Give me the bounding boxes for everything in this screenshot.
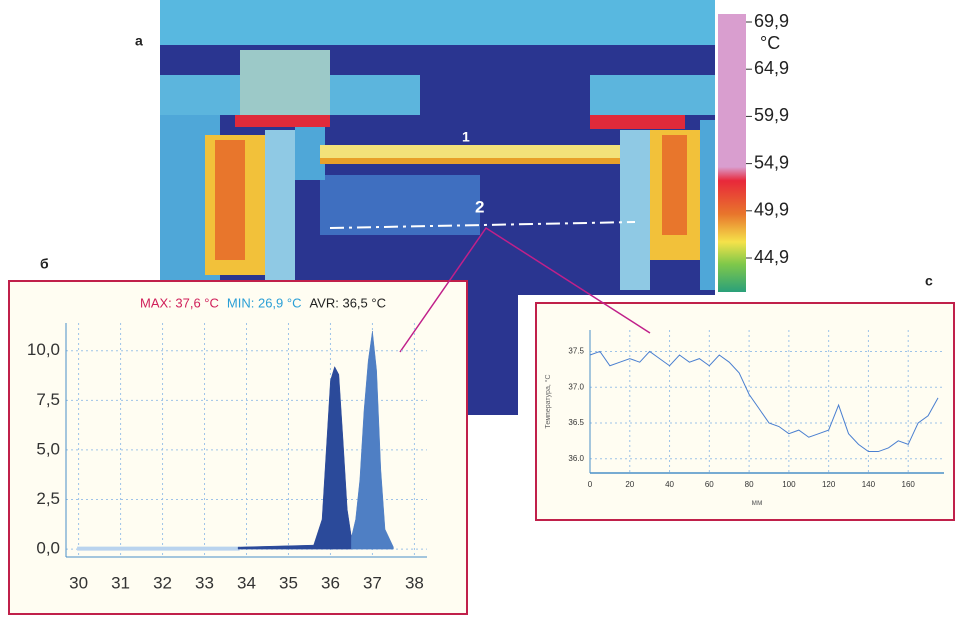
panel-label: а [135,33,143,49]
x-tick-label: 32 [153,573,172,592]
x-tick-label: 120 [822,480,836,489]
x-tick-label: 20 [625,480,634,489]
colorbar-label: 64,9 [754,58,789,78]
x-tick-label: 31 [111,573,130,592]
x-tick-label: 160 [902,480,916,489]
y-tick-label: 7,5 [36,390,60,409]
x-tick-label: 34 [237,573,256,592]
colorbar-label: 54,9 [754,152,789,172]
y-tick-label: 36.5 [568,418,584,427]
colorbar-label: 69,9 [754,11,789,31]
line [589,350,939,453]
unit: °C [760,33,780,53]
x-tick-label: 40 [665,480,674,489]
x-tick-label: 38 [405,573,424,592]
panel-label: б [40,256,49,272]
stat-label: AVR: 36,5 °C [309,295,386,310]
x-tick-label: 100 [782,480,796,489]
y-axis-label: Температура, °С [544,374,552,428]
y-tick-label: 0,0 [36,539,60,558]
y-tick-label: 5,0 [36,439,60,458]
colorbar-label: 44,9 [754,247,789,267]
y-tick-label: 37.0 [568,382,584,391]
stat-label: MIN: 26,9 °C [227,295,302,310]
area [77,546,240,551]
marker: 1 [462,129,470,145]
histogram-panel [8,280,468,615]
profile-panel [535,302,955,521]
x-tick-label: 30 [69,573,88,592]
x-tick-label: 60 [705,480,714,489]
marker: 2 [475,197,484,216]
x-tick-label: 140 [862,480,876,489]
thermal-image [160,0,715,415]
stat-label: MAX: 37,6 °C [140,295,219,310]
y-tick-label: 36.0 [568,454,584,463]
x-tick-label: 37 [363,573,382,592]
y-tick-label: 2,5 [36,489,60,508]
x-tick-label: 0 [588,480,593,489]
colorbar [718,14,746,292]
panel-label: c [925,273,933,289]
x-tick-label: 80 [745,480,754,489]
x-tick-label: 36 [321,573,340,592]
y-tick-label: 10,0 [27,340,60,359]
x-tick-label: 35 [279,573,298,592]
x-tick-label: 33 [195,573,214,592]
colorbar-label: 49,9 [754,200,789,220]
x-axis-label: мм [752,498,763,507]
area [351,330,394,550]
connector [399,226,651,353]
y-tick-label: 37.5 [568,347,584,356]
colorbar-label: 59,9 [754,105,789,125]
